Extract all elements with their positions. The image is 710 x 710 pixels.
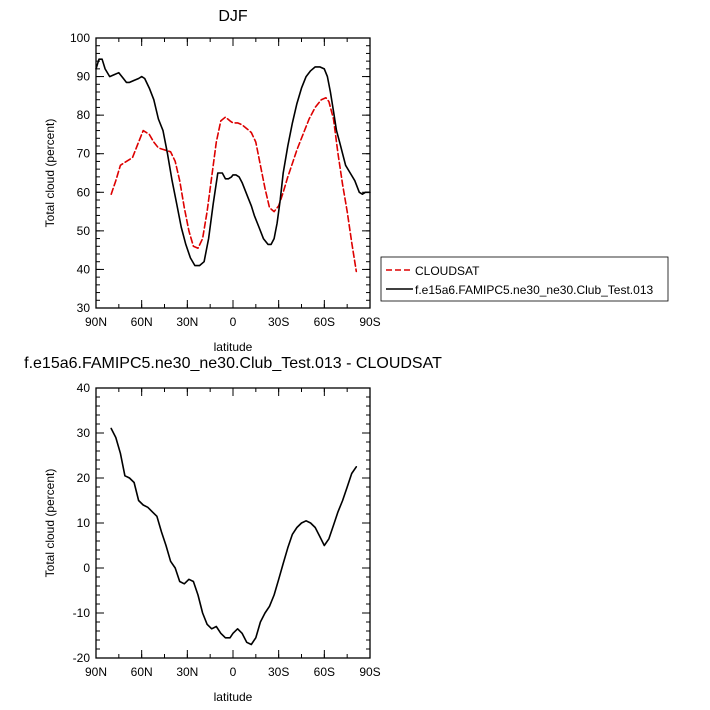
legend: CLOUDSAT f.e15a6.FAMIPC5.ne30_ne30.Club_… bbox=[380, 256, 669, 302]
top-plot-area: 90N 60N 30N 0 30S 60S 90S 30 40 50 60 70 80 90 100 bbox=[70, 31, 381, 329]
bottom-y-tick-label: 40 bbox=[77, 381, 91, 395]
bottom-x-tick-label: 60S bbox=[314, 665, 335, 679]
top-y-tick-label: 100 bbox=[70, 31, 90, 45]
top-ylabel: Total cloud (percent) bbox=[43, 119, 57, 228]
bottom-title: f.e15a6.FAMIPC5.ne30_ne30.Club_Test.013 … bbox=[24, 355, 442, 372]
bottom-y-tick-label: -20 bbox=[73, 651, 91, 665]
bottom-x-tick-label: 30S bbox=[268, 665, 289, 679]
bottom-x-tick-label: 90S bbox=[359, 665, 380, 679]
top-x-tick-label: 60S bbox=[314, 315, 335, 329]
top-frame bbox=[95, 37, 371, 309]
top-series-line-1 bbox=[95, 58, 371, 267]
top-x-tick-label: 0 bbox=[230, 315, 237, 329]
top-y-tick-label: 80 bbox=[77, 108, 91, 122]
top-x-tick-label: 60N bbox=[131, 315, 153, 329]
top-x-tick-label: 30S bbox=[268, 315, 289, 329]
bottom-y-tick-label: 20 bbox=[77, 471, 91, 485]
top-xlabel: latitude bbox=[214, 340, 253, 354]
bottom-series-line-0 bbox=[110, 427, 358, 646]
top-panel: DJF 90N 60N 30N 0 30S 60S 90S 30 40 50 60 70 80 90 100… bbox=[43, 8, 381, 354]
top-y-tick-label: 90 bbox=[77, 70, 91, 84]
bottom-y-tick-label: 0 bbox=[83, 561, 90, 575]
bottom-panel: f.e15a6.FAMIPC5.ne30_ne30.Club_Test.013 … bbox=[24, 355, 442, 704]
bottom-frame bbox=[95, 387, 371, 659]
top-x-tick-label: 90N bbox=[85, 315, 107, 329]
bottom-x-tick-label: 30N bbox=[176, 665, 198, 679]
top-y-tick-label: 50 bbox=[77, 224, 91, 238]
top-y-tick-label: 60 bbox=[77, 185, 91, 199]
top-y-tick-label: 30 bbox=[77, 301, 91, 315]
bottom-y-tick-label: 30 bbox=[77, 426, 91, 440]
bottom-plot-area: 90N 60N 30N 0 30S 60S 90S -20 -10 0 10 20 30 40 bbox=[73, 381, 381, 679]
top-x-tick-label: 90S bbox=[359, 315, 380, 329]
legend-cloudsat-label: CLOUDSAT bbox=[415, 264, 480, 278]
top-title: DJF bbox=[218, 8, 248, 25]
bottom-x-tick-label: 90N bbox=[85, 665, 107, 679]
bottom-x-tick-label: 0 bbox=[230, 665, 237, 679]
top-y-tick-label: 40 bbox=[77, 262, 91, 276]
bottom-y-tick-label: 10 bbox=[77, 516, 91, 530]
top-x-tick-label: 30N bbox=[176, 315, 198, 329]
top-y-tick-label: 70 bbox=[77, 147, 91, 161]
top-series-line-0 bbox=[110, 97, 358, 273]
bottom-xlabel: latitude bbox=[214, 690, 253, 704]
bottom-ylabel: Total cloud (percent) bbox=[43, 469, 57, 578]
legend-model-label: f.e15a6.FAMIPC5.ne30_ne30.Club_Test.013 bbox=[415, 283, 653, 297]
bottom-x-tick-label: 60N bbox=[131, 665, 153, 679]
legend-box bbox=[380, 256, 669, 302]
bottom-y-tick-label: -10 bbox=[73, 606, 91, 620]
